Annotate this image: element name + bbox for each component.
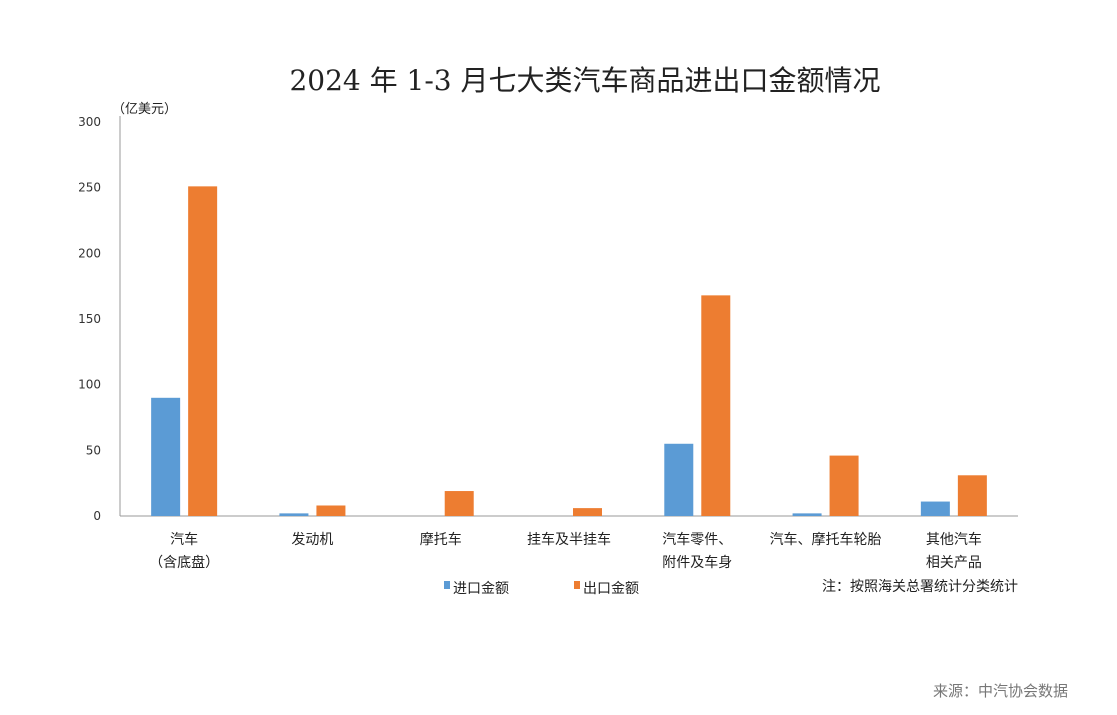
import-bar-6 xyxy=(792,513,822,516)
y-tick-label: 250 xyxy=(78,181,101,195)
export-bar-1 xyxy=(188,186,218,516)
import-bar-2 xyxy=(279,513,309,516)
category-label: 附件及车身 xyxy=(662,554,732,571)
category-label: 汽车零件、 xyxy=(662,531,732,548)
y-tick-label: 50 xyxy=(86,443,101,457)
y-axis-unit: （亿美元） xyxy=(112,102,177,117)
y-tick-label: 150 xyxy=(78,312,101,326)
legend: 进口金额 出口金额 xyxy=(444,581,639,597)
export-bar-6 xyxy=(829,455,859,516)
axes xyxy=(119,116,1018,517)
category-label: （含底盘） xyxy=(149,554,219,571)
export-bar-2 xyxy=(316,505,346,516)
y-tick-label: 100 xyxy=(78,378,101,392)
export-bar-3 xyxy=(444,491,474,516)
legend-swatch xyxy=(574,581,580,589)
legend-label: 出口金额 xyxy=(583,581,639,597)
category-label: 发动机 xyxy=(291,532,333,548)
y-axis-ticks: 0 50 100 150 200 250 300 xyxy=(78,115,101,523)
category-label: 摩托车 xyxy=(420,531,462,548)
export-bar-7 xyxy=(957,475,987,516)
chart-note: 注：按照海关总署统计分类统计 xyxy=(822,579,1018,595)
category-label: 汽车 xyxy=(170,531,198,548)
legend-swatch xyxy=(444,581,450,589)
import-bar-5 xyxy=(664,443,694,516)
legend-label: 进口金额 xyxy=(453,581,509,597)
category-label: 汽车、摩托车轮胎 xyxy=(770,531,882,548)
import-bar-7 xyxy=(920,501,950,516)
import-bar-1 xyxy=(151,397,181,516)
category-label: 其他汽车 xyxy=(926,531,982,548)
export-bar-4 xyxy=(573,508,602,516)
bars xyxy=(151,186,987,516)
y-tick-label: 200 xyxy=(78,246,101,260)
chart-title: 2024 年 1-3 月七大类汽车商品进出口金额情况 xyxy=(289,64,880,97)
export-bar-5 xyxy=(701,295,731,516)
category-label: 挂车及半挂车 xyxy=(527,531,611,548)
category-labels: 汽车 （含底盘） 发动机 摩托车 挂车及半挂车 汽车零件、附件及车身 汽车、摩托车轮胎 其他汽… xyxy=(149,531,982,571)
source-label: 来源：中汽协会数据 xyxy=(933,682,1068,700)
y-tick-label: 0 xyxy=(93,509,101,523)
y-tick-label: 300 xyxy=(78,115,101,129)
category-label: 相关产品 xyxy=(926,555,982,571)
